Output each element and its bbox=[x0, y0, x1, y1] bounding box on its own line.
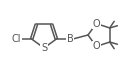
Text: Cl: Cl bbox=[12, 34, 21, 44]
Text: B: B bbox=[67, 34, 74, 44]
Text: S: S bbox=[41, 43, 47, 53]
Text: O: O bbox=[92, 19, 100, 29]
Text: O: O bbox=[92, 41, 100, 51]
